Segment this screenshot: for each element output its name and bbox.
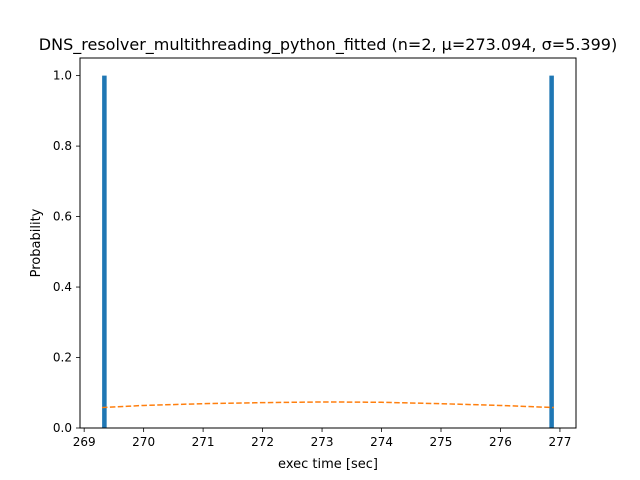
y-tick-label: 0.2 bbox=[53, 351, 72, 365]
x-tick-label: 277 bbox=[548, 435, 571, 449]
y-axis: 0.0 0.2 0.4 0.6 0.8 1.0 bbox=[53, 69, 80, 435]
histogram-bar bbox=[549, 75, 554, 428]
y-tick-label: 0.6 bbox=[53, 210, 72, 224]
x-tick-label: 275 bbox=[430, 435, 453, 449]
y-tick-label: 0.0 bbox=[53, 421, 72, 435]
y-tick-label: 0.4 bbox=[53, 280, 72, 294]
fitted-distribution-line bbox=[101, 401, 555, 409]
y-tick-label: 1.0 bbox=[53, 69, 72, 83]
x-tick-label: 273 bbox=[311, 435, 334, 449]
y-axis-label: Probability bbox=[29, 208, 44, 277]
histogram-bar bbox=[102, 75, 107, 428]
x-tick-label: 271 bbox=[192, 435, 215, 449]
x-tick-label: 274 bbox=[370, 435, 393, 449]
x-axis-label: exec time [sec] bbox=[278, 457, 378, 472]
plot-area bbox=[101, 75, 555, 428]
x-tick-label: 276 bbox=[489, 435, 512, 449]
x-tick-label: 270 bbox=[132, 435, 155, 449]
x-axis: 269 270 271 272 273 274 275 276 277 bbox=[73, 428, 571, 449]
chart-title: DNS_resolver_multithreading_python_fitte… bbox=[39, 35, 617, 55]
plot-frame bbox=[79, 57, 577, 429]
x-tick-label: 269 bbox=[73, 435, 96, 449]
x-tick-label: 272 bbox=[251, 435, 274, 449]
y-tick-label: 0.8 bbox=[53, 139, 72, 153]
